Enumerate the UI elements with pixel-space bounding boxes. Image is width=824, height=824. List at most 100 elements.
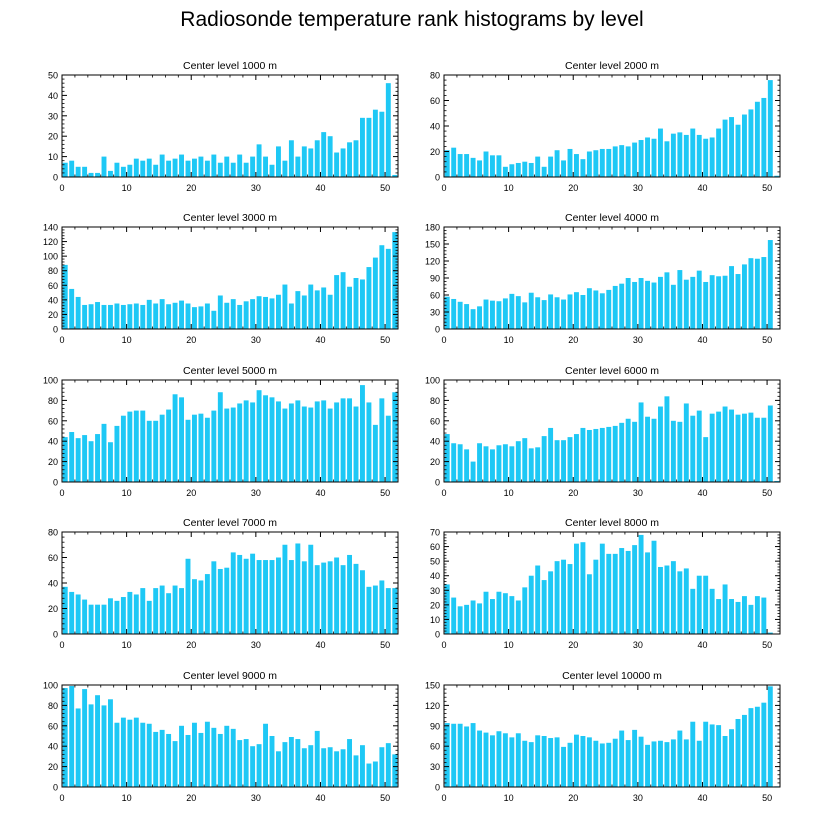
x-tick-label: 0 xyxy=(59,488,64,498)
x-tick-label: 50 xyxy=(762,183,772,193)
y-tick-label: 60 xyxy=(48,721,58,731)
bar xyxy=(308,284,314,329)
bar xyxy=(217,733,223,787)
x-tick-label: 30 xyxy=(251,793,261,803)
bar xyxy=(327,561,333,634)
x-tick-label: 30 xyxy=(251,488,261,498)
panel-3: Center level 4000 m 0 30 60 90 120 150 180 0 10 20… xyxy=(425,212,781,345)
bar xyxy=(153,164,159,177)
bar xyxy=(69,591,75,634)
bar xyxy=(729,409,734,482)
bar xyxy=(146,600,152,634)
bar xyxy=(314,730,320,787)
bar xyxy=(101,705,107,787)
bar xyxy=(528,575,534,634)
bar xyxy=(535,297,541,329)
bar xyxy=(347,554,352,634)
bar xyxy=(75,708,81,787)
bar xyxy=(269,164,275,177)
x-tick-label: 20 xyxy=(186,793,196,803)
bar xyxy=(282,544,288,634)
x-tick-label: 10 xyxy=(504,183,514,193)
bar xyxy=(204,721,210,787)
y-tick-label: 10 xyxy=(430,615,440,625)
bar xyxy=(754,706,760,787)
x-tick-label: 30 xyxy=(251,640,261,650)
bar xyxy=(263,723,268,787)
bar xyxy=(586,574,592,634)
bar xyxy=(483,446,489,482)
bar xyxy=(677,730,683,787)
bar xyxy=(101,156,107,177)
bar xyxy=(140,722,146,787)
bar xyxy=(522,302,528,329)
bar xyxy=(483,732,489,787)
bar xyxy=(735,601,741,634)
bar xyxy=(179,300,184,329)
bar xyxy=(192,722,197,787)
bar xyxy=(690,128,696,177)
y-tick-label: 30 xyxy=(430,762,440,772)
bar xyxy=(166,160,172,177)
x-tick-label: 30 xyxy=(633,183,643,193)
bar xyxy=(522,161,528,177)
bar xyxy=(282,742,288,787)
bar xyxy=(729,117,734,177)
y-tick-label: 80 xyxy=(48,266,58,276)
bar xyxy=(237,554,243,634)
bar xyxy=(451,597,457,634)
x-tick-label: 20 xyxy=(186,335,196,345)
bar xyxy=(735,274,741,329)
x-tick-label: 20 xyxy=(568,335,578,345)
bar xyxy=(120,304,126,329)
bar xyxy=(295,156,301,177)
y-tick-label: 120 xyxy=(425,257,440,267)
bar xyxy=(372,109,378,177)
bar xyxy=(88,172,94,177)
panel-8: Center level 9000 m 0 20 40 60 80 100 0 10 20 30 40… xyxy=(43,670,399,803)
x-tick-label: 10 xyxy=(122,793,132,803)
bar xyxy=(477,443,482,482)
bar xyxy=(599,148,605,177)
bar xyxy=(230,552,236,634)
x-tick-label: 30 xyxy=(633,335,643,345)
bar xyxy=(327,136,333,177)
bar xyxy=(360,117,365,177)
bar xyxy=(683,568,689,634)
bar xyxy=(108,699,113,787)
bar xyxy=(366,402,372,482)
bar xyxy=(677,270,683,329)
y-tick-label: 0 xyxy=(435,783,440,793)
bar xyxy=(321,287,327,329)
bar xyxy=(204,574,210,634)
bar xyxy=(88,441,94,482)
bar xyxy=(541,580,547,634)
bar xyxy=(490,735,495,787)
bar xyxy=(282,408,288,482)
bar xyxy=(586,288,592,329)
bar xyxy=(314,140,320,177)
bar xyxy=(599,293,605,329)
y-tick-label: 60 xyxy=(430,542,440,552)
bar xyxy=(340,272,346,329)
y-tick-label: 80 xyxy=(48,701,58,711)
bar xyxy=(709,724,715,787)
bar xyxy=(62,264,68,329)
bar xyxy=(464,304,470,329)
bar xyxy=(761,97,767,177)
bar xyxy=(502,166,508,177)
bar xyxy=(612,738,618,787)
bar xyxy=(95,604,100,634)
x-tick-label: 40 xyxy=(697,488,707,498)
bar xyxy=(722,119,728,177)
bar xyxy=(645,552,650,634)
x-tick-label: 10 xyxy=(122,488,132,498)
bar xyxy=(372,585,378,634)
bar xyxy=(198,732,204,787)
bar xyxy=(535,447,541,482)
bar xyxy=(379,580,385,634)
bar xyxy=(703,281,709,329)
bar xyxy=(709,413,715,482)
bar xyxy=(561,299,566,329)
